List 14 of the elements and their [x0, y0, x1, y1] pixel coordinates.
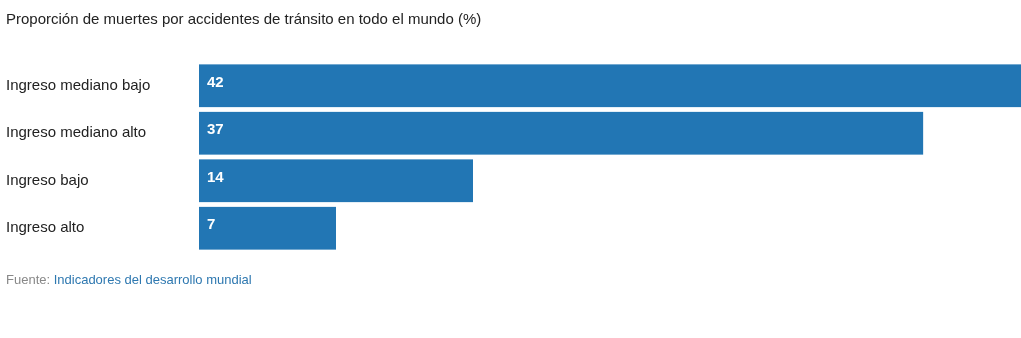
y-tick-label: Ingreso mediano alto [6, 123, 147, 141]
bar [199, 206, 336, 250]
chart-title: Proporción de muertes por accidentes de tránsito en todo el mundo (%) [6, 10, 482, 27]
y-tick-label: Ingreso bajo [6, 170, 89, 188]
bar [199, 64, 1021, 108]
y-tick-label: Ingreso mediano bajo [6, 75, 151, 93]
data-label: 37 [207, 120, 224, 138]
bar [199, 159, 473, 203]
data-label: 14 [207, 167, 225, 185]
data-label: 42 [207, 72, 224, 90]
bar [199, 111, 924, 155]
data-label: 7 [207, 215, 216, 233]
source-note: Fuente: Indicadores del desarrollo mundial [6, 272, 252, 287]
y-tick-label: Ingreso alto [6, 218, 85, 236]
